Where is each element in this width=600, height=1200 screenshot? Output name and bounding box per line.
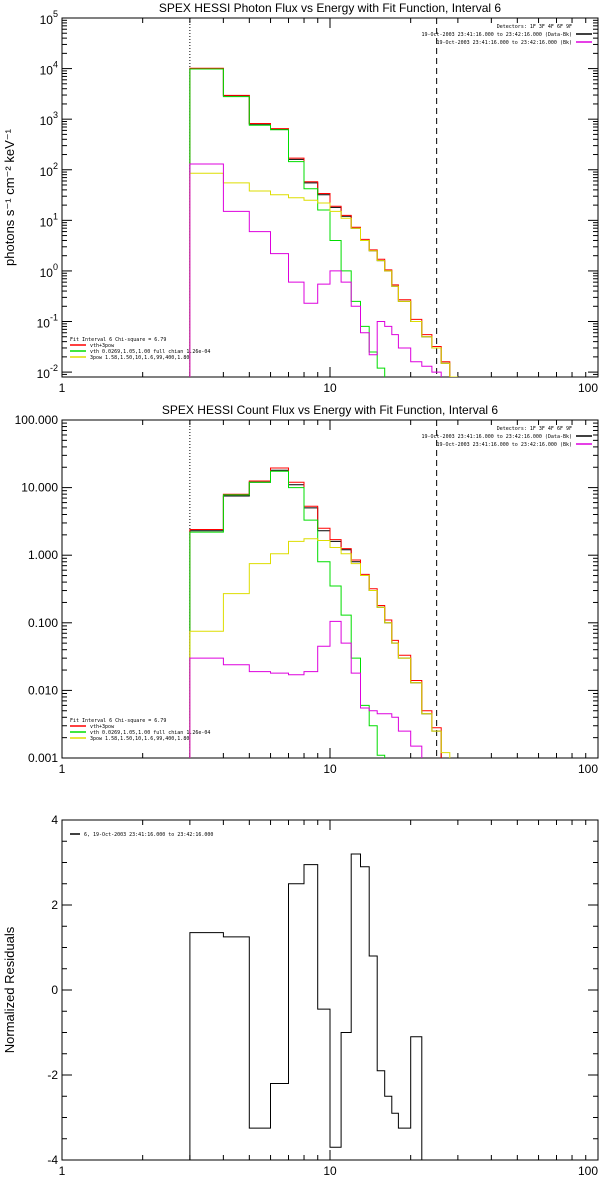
- plot-frame: [61, 419, 599, 759]
- legend-entry-text: vth 0.0269,1.05,1.00 full chian 1.26e-04: [90, 730, 210, 736]
- x-tick-label: 1: [59, 1164, 66, 1178]
- chart-panel-1: SPEX HESSI Photon Flux vs Energy with Fi…: [2, 1, 599, 395]
- y-tick-label: 10.000: [21, 481, 58, 495]
- y-tick-label: 0.100: [28, 616, 58, 630]
- legend-entry-text: 19-Oct-2003 23:41:16.000 to 23:42:16.000…: [421, 32, 572, 38]
- series-line-1: [189, 853, 423, 1160]
- series-line-2: [189, 467, 442, 758]
- y-tick-label: 102: [40, 161, 58, 179]
- y-tick-label: 105: [40, 9, 58, 27]
- y-tick-label: 4: [51, 813, 58, 827]
- series-line-3: [189, 68, 386, 377]
- y-tick-label: 100.000: [15, 413, 59, 427]
- y-tick-label: 10-2: [37, 363, 58, 381]
- x-tick-label: 100: [578, 1164, 598, 1178]
- x-tick-label: 100: [578, 381, 598, 395]
- legend-detectors: Detectors: 1F 3F 4F 6F 9F: [497, 24, 572, 30]
- chart-panel-3: 1 10 100 -4 -2 0 2 4 Normalized Residuals 6, 19-O…: [2, 813, 599, 1178]
- legend-fit-header: Fit Interval 6 Chi-square = 6.79: [70, 337, 166, 343]
- y-tick-label: 0.001: [28, 751, 58, 765]
- series-line-5: [189, 163, 442, 377]
- series-line-5: [189, 620, 423, 758]
- y-tick-label: -2: [47, 1068, 58, 1082]
- legend-entry-text: 19-Oct-2003 23:41:16.000 to 23:42:16.000…: [421, 434, 572, 440]
- legend-detectors: Detectors: 1F 3F 4F 6F 9F: [497, 426, 572, 432]
- legend-entry-text: 19-Oct-2003 23:41:16.000 to 23:42:16.000…: [437, 40, 572, 46]
- legend-entry-text: vth+3pow: [90, 724, 115, 730]
- x-tick-label: 10: [323, 381, 337, 395]
- y-tick-label: -4: [47, 1153, 58, 1167]
- legend-entry-text: 3pow 1.58,1.50,10,1.6,99,400,1.80: [90, 355, 189, 361]
- legend-entry-text: vth 0.0269,1.05,1.00 full chian 1.26e-04: [90, 349, 210, 355]
- legend-entry-text: 6, 19-Oct-2003 23:41:16.000 to 23:42:16.…: [84, 832, 213, 838]
- x-tick-label: 10: [323, 1164, 337, 1178]
- series-line-2: [189, 67, 451, 377]
- y-axis-label: Normalized Residuals: [2, 926, 17, 1053]
- legend-entry-text: 19-Oct-2003 23:41:16.000 to 23:42:16.000…: [437, 442, 572, 448]
- series-line-1: [189, 469, 442, 758]
- x-tick-label: 1: [59, 762, 66, 776]
- legend-entry-text: vth+3pow: [90, 343, 115, 349]
- y-tick-label: 104: [40, 60, 58, 78]
- series-line-1: [189, 68, 451, 377]
- series-line-4: [189, 172, 458, 377]
- y-tick-label: 10-1: [37, 313, 58, 331]
- x-tick-label: 1: [59, 381, 66, 395]
- x-tick-label: 100: [578, 762, 598, 776]
- y-tick-label: 2: [51, 898, 58, 912]
- y-tick-label: 0: [51, 983, 58, 997]
- legend-entry-text: 3pow 1.58,1.50,10,1.6,99,400,1.80: [90, 736, 189, 742]
- chart-title: SPEX HESSI Photon Flux vs Energy with Fi…: [159, 1, 501, 15]
- series-line-4: [189, 538, 451, 758]
- legend-fit-header: Fit Interval 6 Chi-square = 6.79: [70, 718, 166, 724]
- chart-panel-2: SPEX HESSI Count Flux vs Energy with Fit…: [15, 403, 599, 776]
- y-tick-label: 103: [40, 110, 58, 128]
- y-tick-label: 101: [40, 211, 58, 229]
- y-tick-label: 100: [40, 262, 58, 280]
- chart-title: SPEX HESSI Count Flux vs Energy with Fit…: [162, 403, 498, 417]
- series-line-3: [189, 470, 386, 758]
- x-tick-label: 10: [323, 762, 337, 776]
- y-axis-label: photons s⁻¹ cm⁻² keV⁻¹: [2, 128, 17, 266]
- y-tick-label: 0.010: [28, 683, 58, 697]
- y-tick-label: 1.000: [28, 548, 58, 562]
